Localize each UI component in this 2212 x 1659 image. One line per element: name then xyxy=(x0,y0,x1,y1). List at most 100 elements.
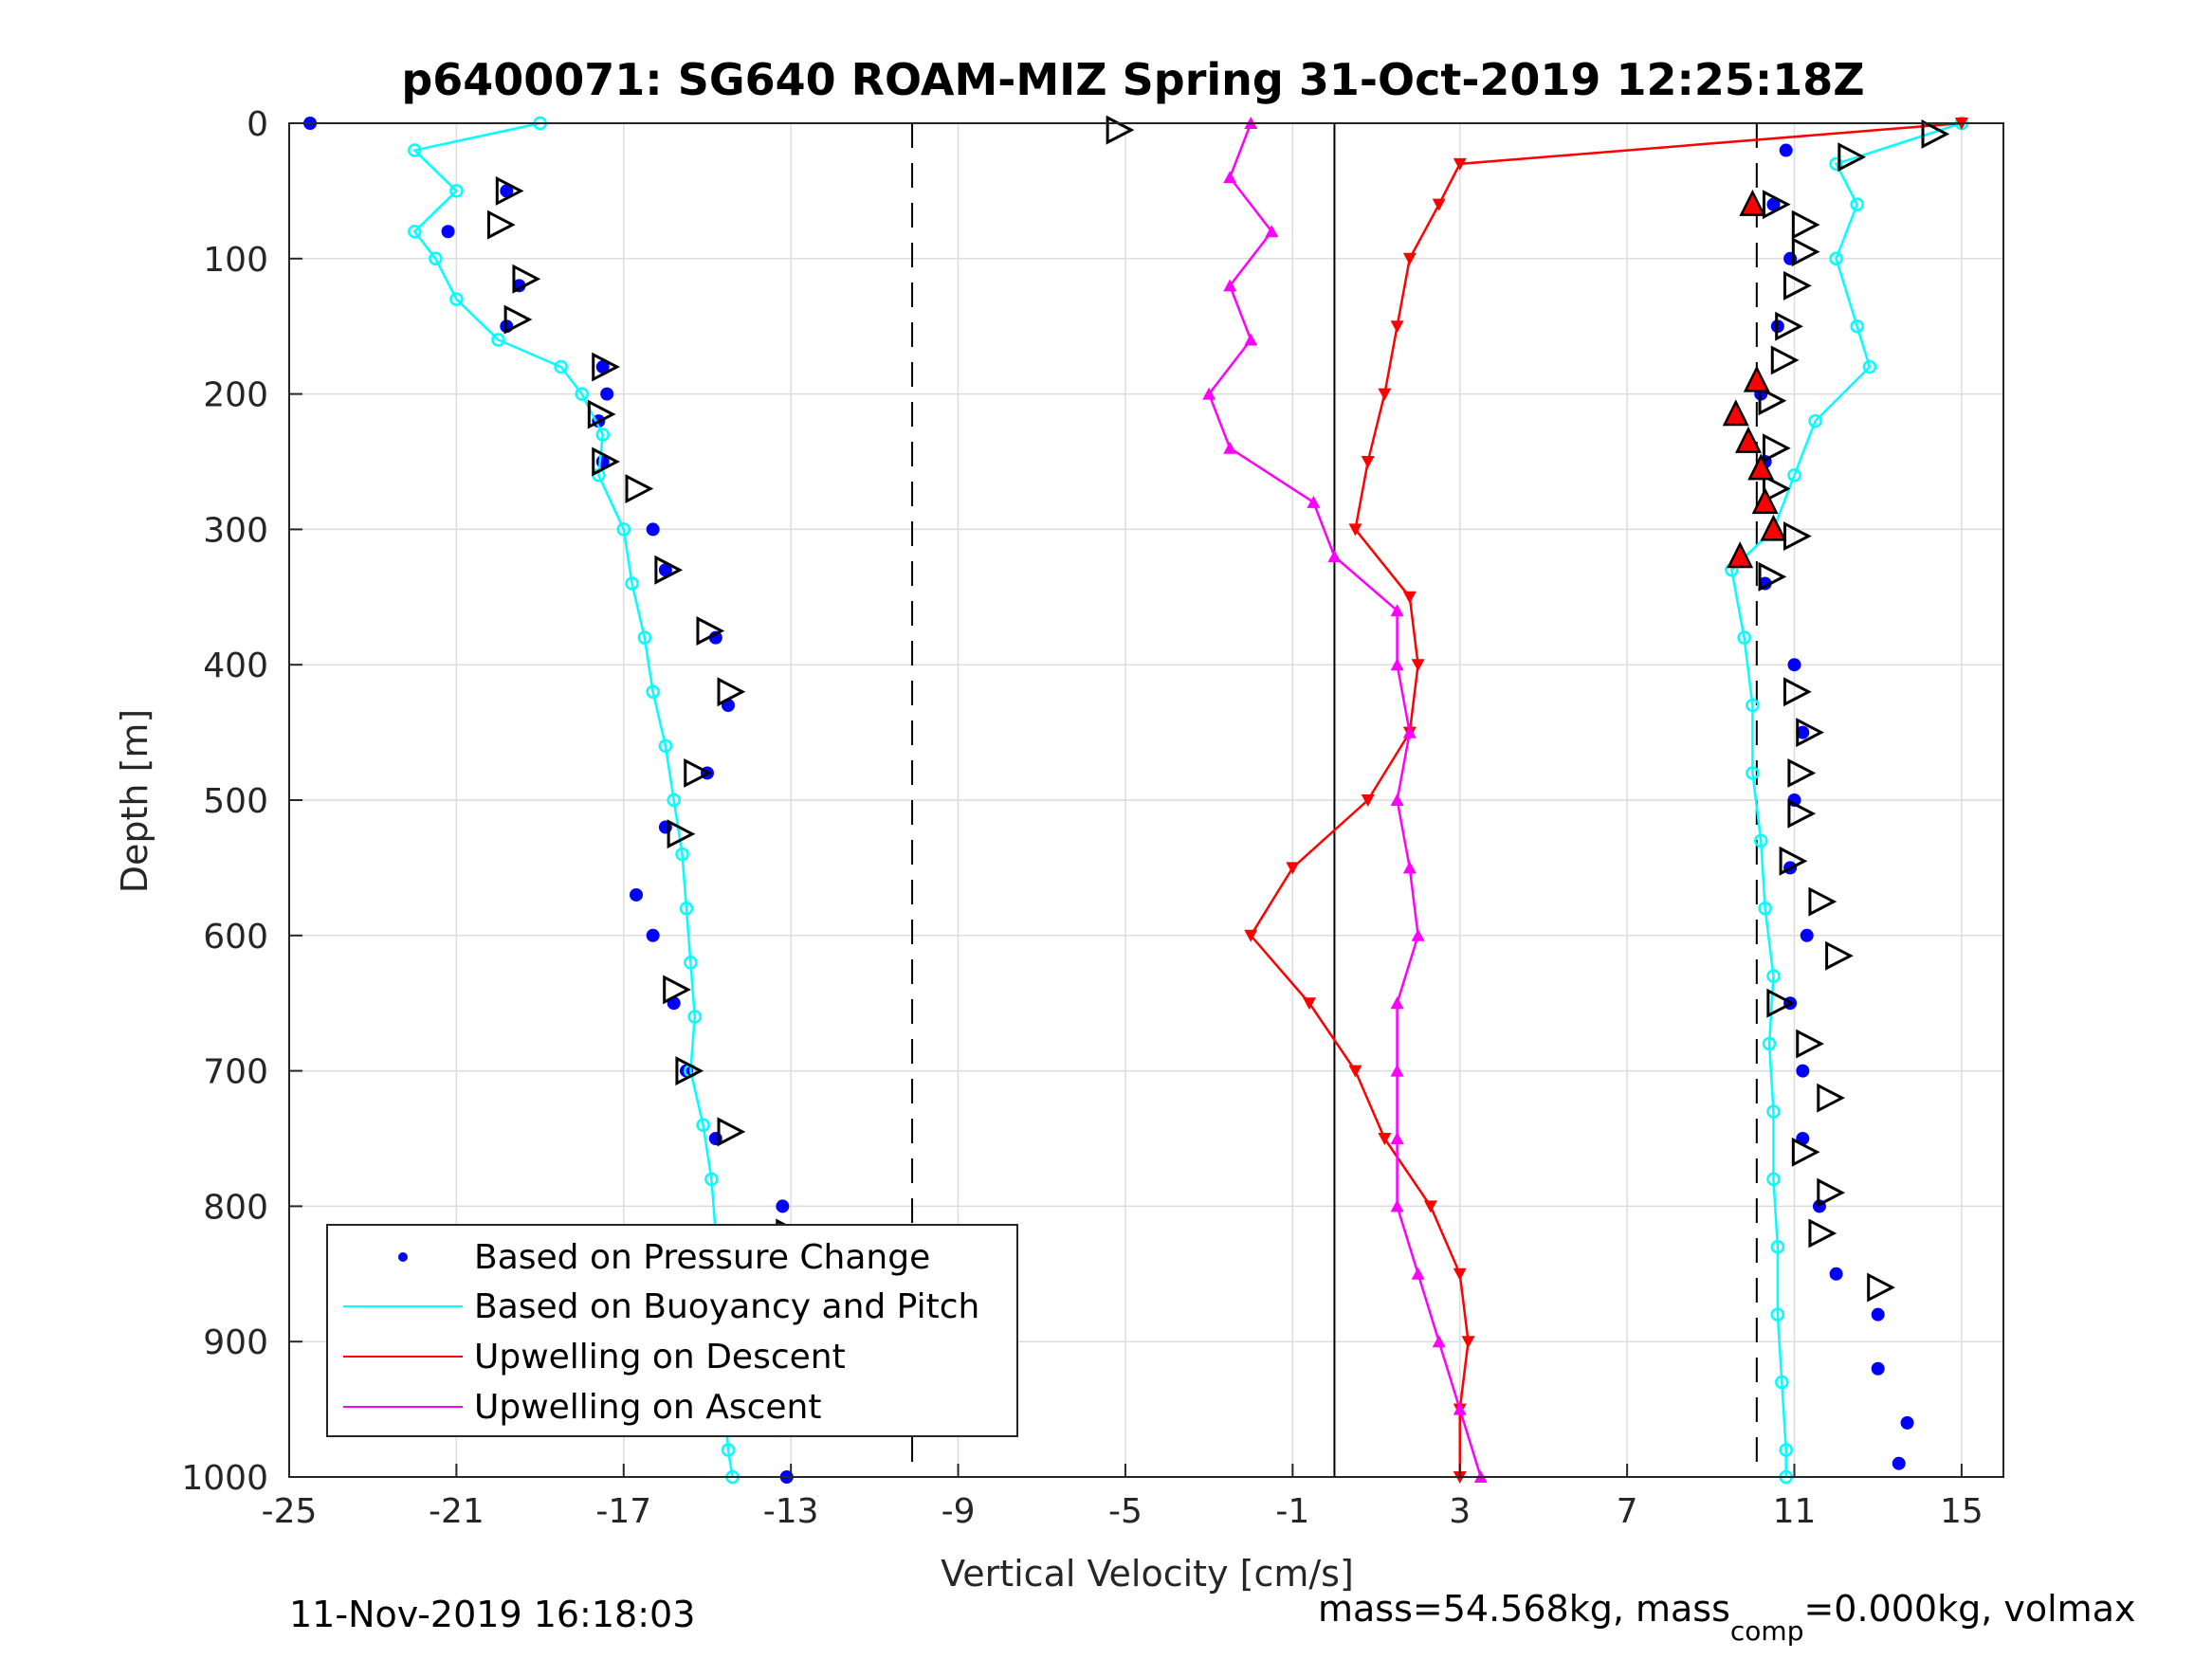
based-on-buoyancy-and-pitch-ascent-point xyxy=(1758,901,1772,916)
red-triangle-marker xyxy=(1751,487,1779,515)
x-tick-label: 7 xyxy=(1617,1492,1638,1531)
ascent-triangle-marker xyxy=(1817,1177,1846,1208)
legend-label-buoyancy: Based on Buoyancy and Pitch xyxy=(474,1287,979,1326)
upwelling-on-descent-point xyxy=(1453,157,1467,171)
based-on-pressure-change-ascent-point xyxy=(1892,1456,1906,1470)
y-tick-label: 200 xyxy=(203,376,268,415)
upwelling-on-descent-point xyxy=(1453,1267,1467,1281)
red-triangle-marker xyxy=(1727,541,1754,569)
ascent-triangle-marker xyxy=(1758,561,1787,592)
red-triangle-marker xyxy=(1739,189,1766,216)
ascent-triangle-marker xyxy=(1921,118,1950,149)
ascent-triangle-marker xyxy=(1825,940,1854,971)
ascent-triangle-marker xyxy=(1791,210,1820,240)
descent-triangle-marker xyxy=(696,616,725,646)
x-tick-label: 11 xyxy=(1773,1492,1817,1531)
legend-box xyxy=(326,1224,1018,1437)
legend-swatch-pressure xyxy=(398,1252,408,1262)
upwelling-on-ascent-point xyxy=(1453,1402,1467,1415)
based-on-buoyancy-and-pitch-descent-point xyxy=(721,1443,736,1457)
based-on-buoyancy-and-pitch-ascent-point xyxy=(1829,251,1843,266)
upwelling-on-ascent-point xyxy=(1390,604,1404,617)
upwelling-on-ascent-point xyxy=(1223,441,1237,454)
based-on-buoyancy-and-pitch-ascent-point xyxy=(1829,156,1843,172)
based-on-pressure-change-ascent-point xyxy=(1829,1267,1843,1281)
ascent-triangle-marker xyxy=(1808,1218,1837,1249)
ascent-triangle-marker xyxy=(1787,757,1817,788)
ascent-triangle-marker xyxy=(1762,433,1791,464)
upwelling-on-descent-point xyxy=(1244,929,1258,942)
based-on-buoyancy-and-pitch-ascent-point xyxy=(1753,833,1768,848)
x-tick-label: -5 xyxy=(1108,1492,1143,1531)
descent-triangle-marker xyxy=(503,304,533,335)
ascent-triangle-marker xyxy=(1787,798,1817,829)
ascent-triangle-marker xyxy=(1796,1029,1824,1059)
based-on-pressure-change-ascent-point xyxy=(1779,143,1793,157)
based-on-pressure-change-descent-point xyxy=(646,928,660,942)
upwelling-on-ascent-point xyxy=(1327,549,1342,562)
based-on-buoyancy-and-pitch-descent-point xyxy=(554,359,568,374)
x-tick-label: -17 xyxy=(595,1492,651,1531)
descent-triangle-marker xyxy=(667,819,696,849)
upwelling-on-ascent-point xyxy=(1244,333,1258,346)
upwelling-on-ascent-point xyxy=(1390,1132,1404,1144)
upwelling-on-descent-point xyxy=(1361,456,1375,468)
upwelling-on-ascent-point xyxy=(1390,658,1404,671)
descent-triangle-marker xyxy=(512,264,541,294)
based-on-buoyancy-and-pitch-descent-point xyxy=(595,428,610,442)
based-on-pressure-change-ascent-point xyxy=(1787,658,1801,672)
ascent-triangle-marker xyxy=(1791,1137,1820,1167)
based-on-buoyancy-and-pitch-ascent-point xyxy=(1746,698,1760,713)
red-triangle-marker xyxy=(1722,399,1749,427)
upwelling-on-descent-point xyxy=(1361,794,1375,807)
based-on-buoyancy-and-pitch-ascent-point xyxy=(1862,359,1877,374)
footer-mass-sub: comp xyxy=(1730,1615,1804,1647)
footer-mass-suffix: =0.000kg, volmax xyxy=(1803,1588,2135,1630)
based-on-buoyancy-and-pitch-descent-point xyxy=(675,847,689,862)
upwelling-on-ascent-point xyxy=(1202,387,1216,400)
x-tick-label: -25 xyxy=(262,1492,318,1531)
x-axis-label: Vertical Velocity [cm/s] xyxy=(941,1553,1354,1595)
upwelling-on-descent-point xyxy=(1378,388,1392,401)
based-on-buoyancy-and-pitch-descent-point xyxy=(449,184,464,198)
descent-triangle-marker xyxy=(486,210,516,240)
x-tick-label: -13 xyxy=(763,1492,819,1531)
based-on-pressure-change-ascent-point xyxy=(1766,197,1781,211)
descent-triangle-marker xyxy=(717,677,746,707)
upwelling-on-descent-point xyxy=(1402,252,1417,265)
based-on-pressure-change-ascent-point xyxy=(1796,1064,1810,1078)
y-tick-label: 0 xyxy=(247,105,268,144)
chart-title: p6400071: SG640 ROAM-MIZ Spring 31-Oct-2… xyxy=(401,54,1864,105)
based-on-buoyancy-and-pitch-ascent-point xyxy=(1770,1307,1785,1322)
upwelling-on-descent-point xyxy=(1411,659,1425,672)
upwelling-on-descent-point xyxy=(1286,862,1300,875)
based-on-buoyancy-and-pitch-descent-point xyxy=(679,901,694,916)
based-on-buoyancy-and-pitch-descent-point xyxy=(408,143,422,157)
based-on-buoyancy-and-pitch-ascent-point xyxy=(1746,766,1760,780)
red-triangle-marker xyxy=(1747,453,1775,481)
based-on-pressure-change-descent-point xyxy=(441,225,455,239)
descent-triangle-marker xyxy=(684,757,712,788)
upwelling-on-ascent-point xyxy=(1390,1064,1404,1077)
red-triangle-marker xyxy=(1734,426,1763,453)
y-tick-label: 300 xyxy=(203,511,268,550)
based-on-pressure-change-descent-point xyxy=(630,887,644,902)
red-triangle-marker xyxy=(1760,514,1787,541)
based-on-buoyancy-and-pitch-ascent-point xyxy=(1766,1104,1781,1119)
upwelling-on-descent-point xyxy=(1390,320,1404,334)
descent-triangle-marker xyxy=(654,555,684,585)
upwelling-on-descent-point xyxy=(1348,1065,1362,1078)
based-on-buoyancy-and-pitch-descent-point xyxy=(429,251,443,266)
upwelling-on-descent-point xyxy=(1402,591,1417,604)
y-tick-label: 400 xyxy=(203,647,268,685)
based-on-buoyancy-and-pitch-ascent-point xyxy=(1850,197,1864,211)
descent-triangle-marker xyxy=(592,352,620,382)
upwelling-on-descent-point xyxy=(1432,198,1446,211)
legend-label-ascent: Upwelling on Ascent xyxy=(474,1388,821,1427)
based-on-pressure-change-descent-point xyxy=(600,387,614,401)
y-tick-label: 100 xyxy=(203,241,268,280)
ascent-triangle-marker xyxy=(1808,886,1837,917)
y-tick-label: 700 xyxy=(203,1053,268,1092)
upwelling-on-descent-point xyxy=(1302,997,1316,1011)
